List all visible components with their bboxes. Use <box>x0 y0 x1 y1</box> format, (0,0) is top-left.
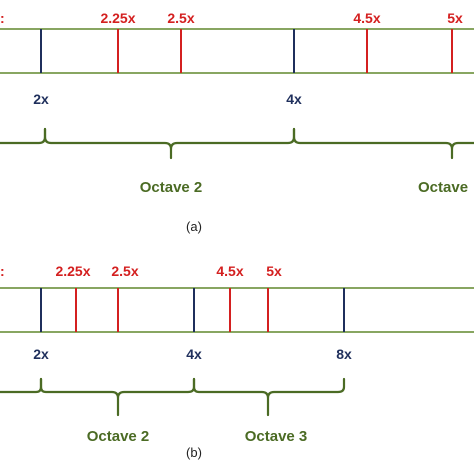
panel-a-caption: (a) <box>186 219 202 234</box>
panel-b-brace-octave-3 <box>192 377 346 417</box>
panel-a-octave-3-label: Octave <box>418 179 468 196</box>
panel-b-label-4x: 4x <box>186 346 202 362</box>
panel-b-label-5x: 5x <box>266 263 282 279</box>
panel-b-frequency-bar <box>0 287 474 333</box>
panel-a-brace-octave-2 <box>43 127 296 160</box>
panel-a-label-4.5x: 4.5x <box>353 10 380 26</box>
panel-b-brace-octave-1 <box>0 377 43 394</box>
panel-a: : 2.25x 2.5x 4.5x 5x 2x 4x Octave 2 Octa… <box>0 10 474 234</box>
panel-a-label-2.5x: 2.5x <box>167 10 194 26</box>
panel-b: : 2.25x 2.5x 4.5x 5x 2x 4x 8x Octave 2 O… <box>0 263 474 460</box>
panel-a-octave-2-label: Octave 2 <box>140 179 203 196</box>
panel-b-label-8x: 8x <box>336 346 352 362</box>
panel-a-label-2.25x: 2.25x <box>100 10 135 26</box>
panel-a-label-2x: 2x <box>33 91 49 107</box>
panel-a-frequency-bar <box>0 28 474 74</box>
panel-b-label-2.5x: 2.5x <box>111 263 138 279</box>
panel-b-label-4.5x: 4.5x <box>216 263 243 279</box>
panel-a-brace-octave-3 <box>292 127 474 160</box>
panel-b-label-2x: 2x <box>33 346 49 362</box>
panel-b-cut-label: : <box>0 263 5 279</box>
panel-b-label-2.25x: 2.25x <box>55 263 90 279</box>
panel-a-brace-octave-1 <box>0 127 47 145</box>
panel-a-label-4x: 4x <box>286 91 302 107</box>
panel-b-octave-2-label: Octave 2 <box>87 428 150 445</box>
panel-a-cut-label: : <box>0 10 5 26</box>
panel-b-octave-3-label: Octave 3 <box>245 428 308 445</box>
panel-a-label-5x: 5x <box>447 10 463 26</box>
panel-b-caption: (b) <box>186 445 202 460</box>
panel-b-brace-octave-2 <box>39 377 196 417</box>
